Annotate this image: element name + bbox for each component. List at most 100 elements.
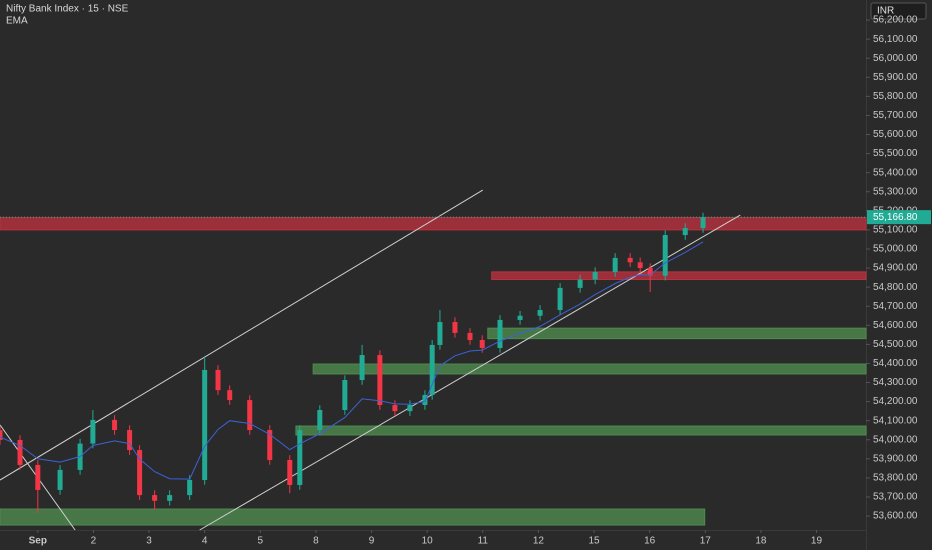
currency-label[interactable]: INR	[877, 6, 894, 17]
candle-body	[377, 355, 383, 406]
y-tick-label: 54,900.00	[873, 263, 918, 274]
x-tick-label: 17	[700, 536, 712, 547]
y-tick-label: 55,700.00	[873, 110, 918, 121]
indicator-label[interactable]: EMA	[6, 16, 28, 27]
currency-button[interactable]	[870, 2, 927, 20]
candle-body	[342, 380, 348, 410]
last-price-box	[867, 210, 931, 225]
x-tick-label: 18	[755, 536, 767, 547]
y-tick-label: 55,800.00	[873, 91, 918, 102]
y-tick-label: 54,300.00	[873, 377, 918, 388]
x-tick-label: 3	[146, 536, 152, 547]
candle-body	[497, 319, 503, 348]
candle-body	[537, 310, 543, 316]
candle-body	[297, 430, 303, 485]
candle-body	[247, 400, 253, 431]
candle-body	[612, 257, 618, 273]
x-tick-label: 4	[202, 536, 208, 547]
y-tick-label: 54,500.00	[873, 339, 918, 350]
candle-body	[187, 480, 193, 496]
candle-body	[407, 405, 413, 412]
y-tick-label: 53,700.00	[873, 492, 918, 503]
y-tick-label: 53,800.00	[873, 473, 918, 484]
zone	[312, 363, 867, 375]
candle-body	[517, 315, 523, 320]
y-tick-label: 55,500.00	[873, 148, 918, 159]
candle-body	[227, 390, 233, 401]
y-tick-label: 56,000.00	[873, 53, 918, 64]
candle-body	[627, 257, 633, 263]
candle-body	[112, 419, 118, 431]
x-tick-label: 10	[422, 536, 434, 547]
y-tick-label: 55,600.00	[873, 129, 918, 140]
candle-body	[637, 262, 643, 269]
x-tick-label: 8	[313, 536, 319, 547]
candle-body	[479, 339, 485, 348]
x-tick-label: 5	[258, 536, 264, 547]
plot-area	[0, 189, 867, 531]
candle-body	[215, 369, 221, 391]
candle-body	[57, 469, 63, 490]
zone	[0, 508, 706, 526]
candle-body	[152, 495, 158, 501]
candle-body	[437, 322, 443, 345]
candle-body	[202, 369, 208, 481]
last-price-label: 55,166.80	[873, 212, 918, 223]
candle-body	[35, 464, 41, 490]
y-tick-label: 55,300.00	[873, 186, 918, 197]
candle-body	[392, 405, 398, 412]
zone	[487, 327, 867, 340]
candle-body	[0, 430, 3, 440]
y-tick-label: 55,400.00	[873, 167, 918, 178]
x-tick-label: 12	[533, 536, 545, 547]
x-tick-label: Sep	[29, 536, 47, 547]
ema-line	[0, 241, 704, 480]
candle-body	[422, 394, 428, 406]
x-tick-label: 9	[369, 536, 375, 547]
chart-title: Nifty Bank Index · 15 · NSE	[6, 4, 129, 15]
y-tick-label: 54,600.00	[873, 320, 918, 331]
candle-body	[682, 227, 688, 236]
candle-body	[90, 419, 96, 444]
candle-body	[127, 430, 133, 451]
candle-body	[429, 344, 435, 395]
y-tick-label: 55,100.00	[873, 225, 918, 236]
candle-body	[167, 495, 173, 501]
candle-body	[700, 217, 706, 228]
y-tick-label: 55,900.00	[873, 72, 918, 83]
candle-body	[662, 235, 668, 276]
y-tick-label: 55,000.00	[873, 244, 918, 255]
candle-body	[467, 332, 473, 340]
y-tick-label: 56,200.00	[873, 15, 918, 26]
y-tick-label: 53,900.00	[873, 453, 918, 464]
y-tick-label: 54,800.00	[873, 282, 918, 293]
trend-line	[0, 189, 484, 481]
candle-body	[137, 450, 143, 496]
zone	[295, 425, 867, 436]
candle-body	[647, 268, 653, 276]
y-tick-label: 56,100.00	[873, 34, 918, 45]
y-tick-label: 54,100.00	[873, 415, 918, 426]
x-tick-label: 11	[478, 536, 489, 547]
x-tick-label: 15	[588, 536, 600, 547]
candle-body	[557, 287, 563, 311]
candle-body	[577, 279, 583, 288]
y-tick-label: 54,000.00	[873, 434, 918, 445]
candle-body	[317, 409, 323, 431]
candle-body	[452, 322, 458, 333]
candle-body	[267, 430, 273, 460]
candle-body	[287, 459, 293, 485]
x-tick-label: 19	[811, 536, 823, 547]
x-tick-label: 16	[644, 536, 656, 547]
y-tick-label: 54,700.00	[873, 301, 918, 312]
y-tick-label: 54,400.00	[873, 358, 918, 369]
candle-body	[592, 272, 598, 280]
candle-body	[17, 439, 23, 465]
candle-body	[359, 355, 365, 381]
x-tick-label: 2	[91, 536, 97, 547]
y-tick-label: 54,200.00	[873, 396, 918, 407]
zone	[491, 271, 867, 280]
y-tick-label: 53,600.00	[873, 511, 918, 522]
